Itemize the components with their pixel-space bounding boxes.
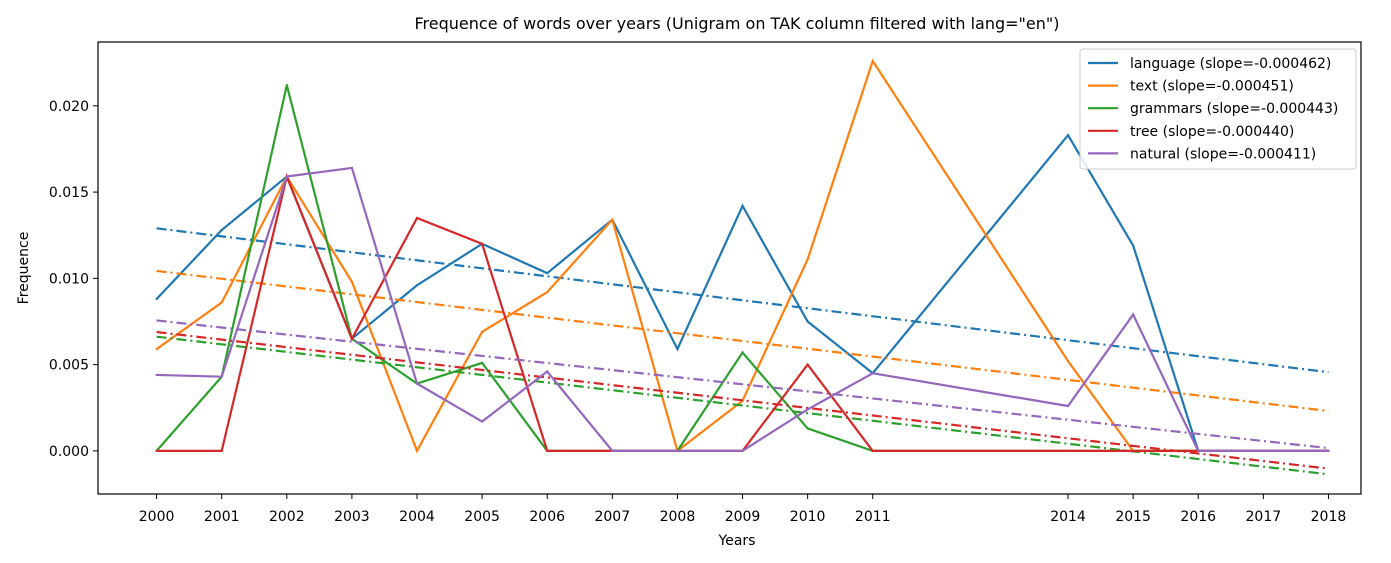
- y-tick-label: 0.020: [49, 99, 89, 115]
- data-point: [155, 373, 158, 377]
- x-tick-label: 2016: [1180, 509, 1216, 525]
- data-point: [741, 204, 744, 207]
- data-point: [1132, 449, 1135, 452]
- data-point: [220, 301, 223, 304]
- data-point: [285, 84, 288, 87]
- x-tick-label: 2015: [1115, 509, 1151, 525]
- data-point: [220, 449, 223, 452]
- legend-label: grammars (slope=-0.000443): [1130, 101, 1338, 117]
- series-trend-line: [156, 227, 1329, 374]
- data-point: [155, 449, 158, 452]
- x-tick-label: 2018: [1311, 509, 1347, 525]
- data-point: [1066, 360, 1070, 363]
- x-tick-label: 2001: [204, 509, 240, 525]
- y-axis-label: Frequence: [16, 232, 32, 305]
- legend-label: natural (slope=-0.000411): [1130, 146, 1316, 162]
- legend: language (slope=-0.000462) text (slope=-0…: [1079, 48, 1357, 170]
- series-trend-line: [156, 319, 1329, 450]
- data-point: [1327, 449, 1330, 452]
- data-point: [481, 361, 484, 364]
- x-tick-label: 2006: [529, 509, 565, 525]
- x-tick-label: 2007: [594, 509, 630, 525]
- data-point: [871, 59, 874, 63]
- data-point: [1132, 244, 1135, 247]
- data-point: [350, 166, 354, 170]
- x-tick-label: 2002: [269, 509, 305, 525]
- data-point: [155, 347, 158, 351]
- data-point: [611, 218, 614, 221]
- x-tick-label: 2005: [464, 509, 500, 525]
- y-tick-label: 0.000: [49, 444, 89, 460]
- data-point: [481, 242, 484, 245]
- data-point: [415, 216, 419, 220]
- data-point: [806, 363, 809, 366]
- data-point: [155, 297, 158, 301]
- y-tick-label: 0.015: [49, 185, 89, 201]
- data-point: [415, 449, 419, 452]
- x-tick-label: 2011: [855, 509, 891, 525]
- data-point: [1066, 134, 1070, 137]
- x-tick-label: 2014: [1050, 509, 1086, 525]
- data-point: [676, 449, 679, 452]
- x-axis-ticks: 2000 2001 2002 2003 2004 2005 2006 2007 2008 2009…: [139, 494, 1346, 525]
- legend-label: text (slope=-0.000451): [1130, 79, 1294, 95]
- x-tick-label: 2017: [1246, 509, 1282, 525]
- data-point: [1197, 449, 1200, 452]
- data-point: [220, 375, 223, 378]
- legend-frame: [1079, 48, 1357, 170]
- series-trend-line: [156, 269, 1329, 413]
- data-point: [806, 320, 809, 323]
- data-point: [741, 449, 744, 452]
- data-point: [546, 291, 549, 294]
- data-point: [1066, 449, 1070, 452]
- data-point: [806, 427, 809, 430]
- x-tick-label: 2003: [334, 509, 370, 525]
- legend-label: tree (slope=-0.000440): [1130, 124, 1294, 140]
- data-point: [220, 228, 223, 232]
- x-tick-label: 2010: [790, 509, 826, 525]
- x-tick-label: 2008: [660, 509, 696, 525]
- data-point: [285, 175, 288, 178]
- data-point: [806, 408, 809, 411]
- data-point: [741, 351, 744, 354]
- series-line: [155, 58, 1329, 454]
- x-tick-label: 2000: [139, 509, 175, 525]
- x-tick-label: 2004: [399, 509, 435, 525]
- data-point: [546, 370, 549, 373]
- data-point: [481, 330, 484, 333]
- plot-frame: [97, 41, 1362, 495]
- legend-label: language (slope=-0.000462): [1130, 56, 1331, 72]
- data-point: [415, 382, 419, 385]
- data-point: [1132, 313, 1135, 316]
- data-point: [415, 284, 419, 287]
- series-trend-line: [156, 330, 1329, 470]
- data-point: [806, 258, 809, 261]
- y-axis-ticks: 0.000 0.005 0.010 0.015 0.020: [49, 99, 98, 460]
- series-layer: [155, 58, 1330, 476]
- series-group: [155, 166, 1330, 452]
- data-point: [546, 449, 549, 452]
- data-point: [481, 420, 484, 423]
- data-point: [871, 372, 874, 375]
- x-axis-label: Years: [718, 533, 756, 549]
- data-point: [350, 337, 354, 340]
- x-tick-label: 2009: [725, 509, 761, 525]
- data-point: [350, 280, 354, 283]
- series-line: [156, 166, 1329, 452]
- data-point: [676, 347, 679, 351]
- data-point: [871, 449, 874, 452]
- data-point: [611, 449, 614, 452]
- y-tick-label: 0.005: [49, 358, 89, 374]
- chart-title: Frequence of words over years (Unigram o…: [415, 14, 1060, 33]
- data-point: [546, 272, 549, 275]
- legend-items: language (slope=-0.000462) text (slope=-0…: [1088, 56, 1338, 162]
- data-point: [1066, 404, 1070, 408]
- y-tick-label: 0.010: [49, 271, 89, 287]
